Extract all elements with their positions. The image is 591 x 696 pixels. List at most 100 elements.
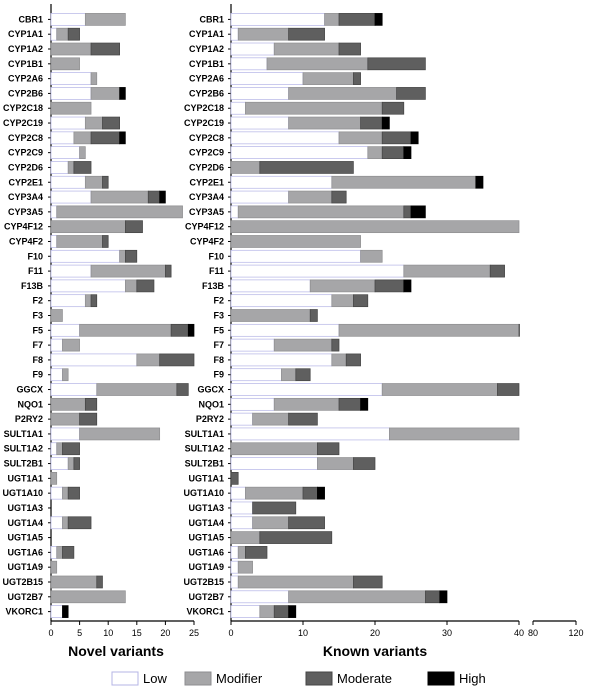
known-bar-low	[230, 57, 268, 71]
known-bar-modifier	[230, 442, 318, 456]
known-gene-label: VKORC1	[186, 607, 224, 617]
known-gene-label: CYP2B6	[189, 88, 224, 98]
novel-bar-low	[50, 442, 58, 456]
known-gene-label: CYP2C18	[184, 103, 224, 113]
novel-bar-moderate	[125, 220, 143, 234]
known-bar-modifier	[389, 427, 520, 441]
known-bar-modifier	[288, 190, 333, 204]
known-bar-modifier	[230, 235, 361, 248]
novel-bar-modifier	[84, 116, 103, 130]
known-x-tick-label: 0	[228, 628, 233, 638]
known-bar-moderate	[338, 13, 376, 26]
novel-gene-label: UGT1A5	[7, 533, 43, 543]
novel-bar-modifier	[79, 323, 172, 337]
novel-bar-low	[50, 175, 86, 189]
novel-bar-low	[50, 161, 69, 174]
legend-label-high: High	[459, 671, 486, 686]
novel-bar-moderate	[176, 383, 189, 396]
novel-bar-low	[50, 205, 58, 219]
known-gene-label: SULT2B1	[185, 459, 224, 469]
novel-axis-title: Novel variants	[68, 643, 164, 659]
known-axis-title: Known variants	[323, 643, 427, 659]
novel-bar-modifier	[50, 57, 80, 71]
known-bar-high	[381, 116, 390, 130]
novel-bar-low	[50, 264, 92, 278]
novel-bar-moderate	[170, 323, 189, 337]
known-gene-label: UGT1A3	[188, 503, 224, 513]
known-bar-moderate	[381, 101, 405, 115]
known-bar-modifier	[338, 323, 520, 337]
novel-bar-modifier	[84, 294, 92, 308]
novel-gene-label: P2RY2	[15, 414, 43, 424]
known-bar-low	[230, 249, 361, 263]
novel-bar-moderate	[96, 575, 103, 589]
novel-bar-moderate	[67, 516, 92, 530]
known-bar-modifier	[237, 27, 289, 41]
novel-gene-label: UGT1A3	[7, 503, 43, 513]
novel-bar-modifier	[50, 42, 92, 56]
known-bar-low	[230, 146, 369, 159]
novel-gene-label: UGT2B7	[7, 592, 43, 602]
known-gene-label: F13B	[202, 281, 225, 291]
known-gene-label: CYP2C19	[184, 118, 224, 128]
known-bar-low	[230, 279, 311, 293]
novel-bar-modifier	[56, 546, 63, 559]
known-bar-modifier	[273, 42, 340, 56]
novel-bar-moderate	[62, 546, 75, 559]
known-bar-modifier	[237, 546, 246, 559]
known-gene-label: F3	[213, 311, 224, 321]
legend-label-moderate: Moderate	[337, 671, 392, 686]
novel-gene-label: F2	[32, 296, 43, 306]
novel-bar-moderate	[90, 294, 98, 308]
known-bar-moderate	[309, 309, 318, 322]
known-bar-low	[230, 294, 333, 308]
known-gene-label: CYP4F2	[190, 236, 224, 246]
legend-swatch-high	[427, 671, 455, 686]
novel-bar-high	[119, 87, 126, 100]
novel-bar-modifier	[90, 72, 98, 85]
known-gene-label: NQO1	[198, 399, 224, 409]
known-bar-high	[403, 146, 412, 159]
known-bar-moderate	[295, 368, 311, 382]
known-bar-moderate	[245, 546, 268, 559]
novel-bar-moderate	[90, 131, 120, 145]
novel-gene-label: CYP2E1	[8, 177, 43, 187]
known-gene-label: CYP2D6	[189, 162, 224, 172]
novel-bar-moderate	[73, 457, 80, 470]
known-bar-modifier	[331, 175, 477, 189]
novel-bar-modifier	[50, 575, 98, 589]
known-x-tick-label: 40	[514, 628, 524, 638]
novel-bar-modifier	[84, 13, 126, 26]
known-bar-low	[230, 101, 246, 115]
novel-bar-moderate	[125, 249, 138, 263]
known-bar-moderate	[518, 323, 520, 337]
known-bar-low	[230, 368, 282, 382]
novel-gene-label: UGT2B15	[2, 577, 43, 587]
novel-bar-low	[50, 353, 138, 367]
known-bar-modifier	[273, 397, 340, 411]
novel-gene-label: SULT1A2	[4, 444, 43, 454]
novel-bar-low	[50, 338, 63, 352]
known-bar-low	[230, 605, 261, 618]
novel-bar-moderate	[73, 161, 92, 174]
known-bar-low	[230, 427, 390, 441]
novel-bar-moderate	[136, 279, 155, 293]
known-bar-modifier	[403, 264, 491, 278]
known-bar-moderate	[331, 190, 347, 204]
known-bar-moderate	[353, 72, 361, 85]
known-gene-label: CYP2C9	[189, 148, 224, 158]
known-bar-low	[230, 190, 289, 204]
novel-bar-modifier	[56, 442, 63, 456]
known-bar-modifier	[245, 486, 304, 500]
known-gene-label: F8	[213, 355, 224, 365]
novel-x-tick-label: 10	[103, 628, 113, 638]
novel-gene-label: SULT2B1	[4, 459, 43, 469]
known-bar-low	[230, 353, 333, 367]
known-bar-modifier	[302, 72, 354, 85]
known-gene-label: CYP1A2	[189, 44, 224, 54]
novel-gene-label: CYP2B6	[8, 88, 43, 98]
known-bar-moderate	[489, 264, 505, 278]
known-bar-low	[230, 412, 253, 426]
known-bar-modifier	[237, 560, 253, 574]
known-bar-moderate	[353, 294, 369, 308]
